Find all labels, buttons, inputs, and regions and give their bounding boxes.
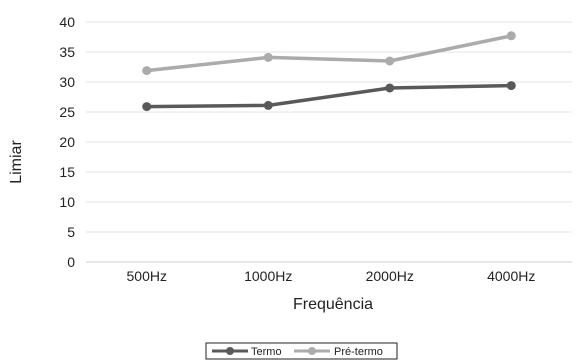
legend-label-pretermo: Pré-termo (334, 346, 383, 358)
y-tick-label-0: 0 (67, 254, 75, 270)
x-tick-label-1000Hz: 1000Hz (244, 268, 292, 284)
x-tick-label-500Hz: 500Hz (127, 268, 167, 284)
x-tick-label-2000Hz: 2000Hz (366, 268, 414, 284)
data-point-pretermo-1000Hz (263, 52, 273, 62)
y-axis-title: Limiar (8, 140, 25, 184)
legend-label-termo: Termo (251, 346, 282, 358)
data-point-pretermo-4000Hz (506, 31, 516, 41)
data-point-termo-500Hz (142, 102, 152, 112)
y-tick-label-10: 10 (59, 194, 75, 210)
data-point-termo-2000Hz (385, 83, 395, 93)
y-tick-label-30: 30 (59, 74, 75, 90)
series-line-termo (145, 83, 514, 109)
legend-marker-pretermo (308, 347, 316, 355)
legend: Termo Pré-termo (205, 342, 398, 360)
series-group (142, 31, 516, 112)
y-tick-label-20: 20 (59, 134, 75, 150)
data-point-pretermo-2000Hz (385, 56, 395, 66)
y-tick-label-25: 25 (59, 104, 75, 120)
data-point-pretermo-500Hz (142, 66, 152, 76)
x-tick-label-4000Hz: 4000Hz (487, 268, 535, 284)
series-line-pretermo (145, 34, 514, 73)
y-tick-label-40: 40 (59, 14, 75, 30)
data-point-termo-4000Hz (506, 81, 516, 91)
legend-marker-termo (226, 347, 234, 355)
y-tick-label-5: 5 (67, 224, 75, 240)
x-axis-title: Frequência (293, 296, 373, 313)
y-tick-label-35: 35 (59, 44, 75, 60)
gridlines (86, 21, 572, 263)
data-point-termo-1000Hz (263, 100, 273, 110)
y-tick-labels: 0 5 10 15 20 25 30 35 40 (59, 14, 75, 270)
y-tick-label-15: 15 (59, 164, 75, 180)
x-tick-labels: 500Hz 1000Hz 2000Hz 4000Hz (127, 268, 536, 284)
